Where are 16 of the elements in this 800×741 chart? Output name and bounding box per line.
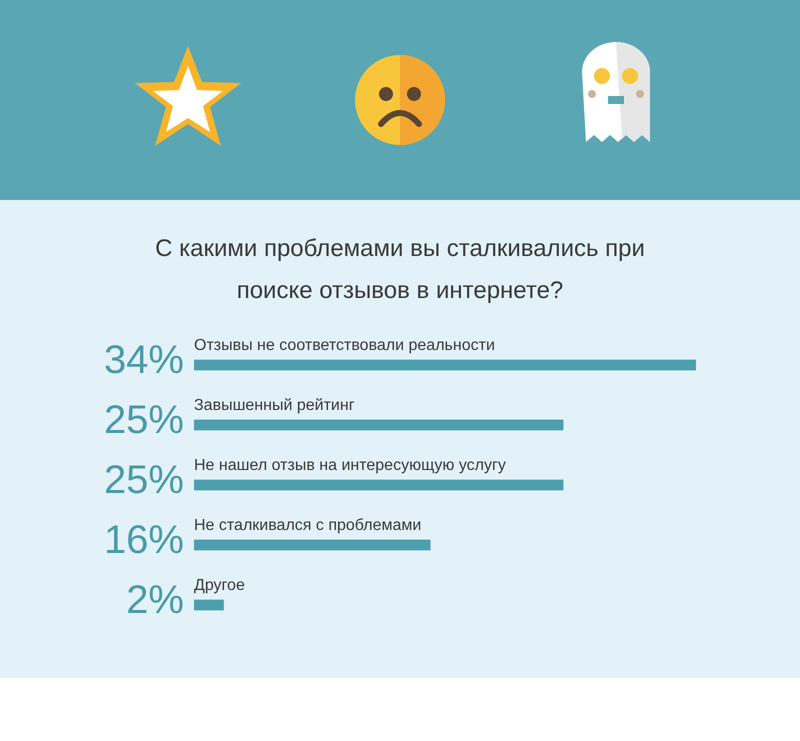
y-tick-label: Не сталкивался с проблемами (194, 517, 422, 534)
bar (194, 480, 564, 490)
y-tick-label: Не нашел отзыв на интересующую услугу (194, 457, 506, 474)
data-label: 16% (104, 518, 184, 562)
y-tick-label: Другое (194, 577, 245, 594)
bar (194, 360, 696, 370)
data-label: 34% (104, 338, 184, 382)
data-label: 2% (126, 578, 184, 622)
bar (194, 540, 431, 550)
bar (194, 600, 224, 610)
data-label: 25% (104, 458, 184, 502)
chart-title: С какими проблемами вы сталкивались при поиске отзывов в интернете? (154, 234, 646, 306)
y-tick-label: Завышенный рейтинг (194, 397, 355, 414)
y-tick-label: Отзывы не соответствовали реальности (194, 337, 495, 354)
bar (194, 420, 564, 430)
data-label: 25% (104, 398, 184, 442)
